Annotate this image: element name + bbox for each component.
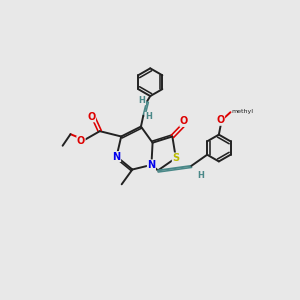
- Text: O: O: [77, 136, 85, 146]
- Text: O: O: [216, 115, 225, 125]
- Text: O: O: [180, 116, 188, 127]
- Text: methyl: methyl: [232, 109, 253, 114]
- Text: N: N: [147, 160, 155, 170]
- Text: H: H: [145, 112, 152, 121]
- Text: H: H: [197, 171, 204, 180]
- Text: H: H: [139, 96, 145, 105]
- Text: O: O: [87, 112, 96, 122]
- Text: N: N: [112, 152, 121, 162]
- Text: S: S: [172, 153, 179, 163]
